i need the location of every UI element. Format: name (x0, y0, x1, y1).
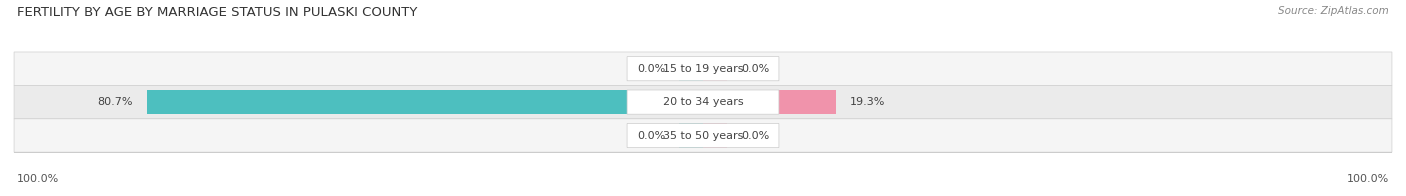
Text: 0.0%: 0.0% (741, 131, 769, 141)
Text: 0.0%: 0.0% (637, 64, 665, 74)
Text: 35 to 50 years: 35 to 50 years (662, 131, 744, 141)
FancyBboxPatch shape (14, 52, 1392, 85)
Bar (703, 123, 727, 148)
Bar (679, 57, 703, 81)
Bar (148, 90, 703, 114)
FancyBboxPatch shape (14, 119, 1392, 152)
Text: 0.0%: 0.0% (637, 131, 665, 141)
Text: 100.0%: 100.0% (17, 174, 59, 184)
Bar (703, 90, 837, 114)
Bar (703, 57, 727, 81)
Text: 80.7%: 80.7% (98, 97, 134, 107)
Text: 19.3%: 19.3% (849, 97, 886, 107)
Text: 100.0%: 100.0% (1347, 174, 1389, 184)
Text: 20 to 34 years: 20 to 34 years (662, 97, 744, 107)
FancyBboxPatch shape (14, 85, 1392, 119)
FancyBboxPatch shape (627, 123, 779, 148)
FancyBboxPatch shape (627, 57, 779, 81)
Text: 15 to 19 years: 15 to 19 years (662, 64, 744, 74)
Text: 0.0%: 0.0% (741, 64, 769, 74)
Bar (679, 123, 703, 148)
FancyBboxPatch shape (627, 90, 779, 114)
Text: Source: ZipAtlas.com: Source: ZipAtlas.com (1278, 6, 1389, 16)
Text: FERTILITY BY AGE BY MARRIAGE STATUS IN PULASKI COUNTY: FERTILITY BY AGE BY MARRIAGE STATUS IN P… (17, 6, 418, 19)
